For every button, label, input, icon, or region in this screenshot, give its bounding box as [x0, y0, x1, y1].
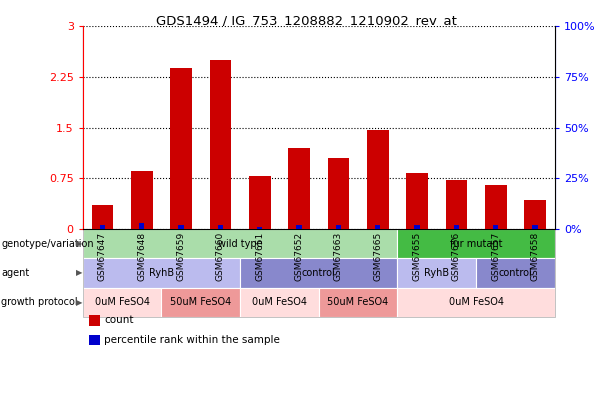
Bar — [297, 225, 302, 229]
Bar — [375, 225, 381, 229]
Text: wild type: wild type — [218, 239, 262, 249]
Text: 0uM FeSO4: 0uM FeSO4 — [252, 297, 307, 307]
Text: fur mutant: fur mutant — [450, 239, 502, 249]
Bar — [170, 68, 192, 229]
Bar — [131, 171, 153, 229]
Bar — [327, 158, 349, 229]
Text: 0uM FeSO4: 0uM FeSO4 — [94, 297, 150, 307]
Bar — [100, 225, 105, 229]
Text: ▶: ▶ — [76, 269, 82, 277]
Text: ▶: ▶ — [76, 239, 82, 248]
Bar — [533, 225, 538, 229]
Text: ▶: ▶ — [76, 298, 82, 307]
Text: control: control — [498, 268, 532, 278]
Bar — [178, 225, 184, 229]
Text: 50uM FeSO4: 50uM FeSO4 — [327, 297, 389, 307]
Bar — [493, 225, 498, 229]
Bar — [485, 185, 506, 229]
Text: GDS1494 / IG_753_1208882_1210902_rev_at: GDS1494 / IG_753_1208882_1210902_rev_at — [156, 14, 457, 27]
Bar — [336, 225, 341, 229]
Text: 0uM FeSO4: 0uM FeSO4 — [449, 297, 504, 307]
Bar — [524, 200, 546, 229]
Text: growth protocol: growth protocol — [1, 297, 78, 307]
Text: count: count — [104, 315, 134, 325]
Bar — [210, 60, 231, 229]
Text: percentile rank within the sample: percentile rank within the sample — [104, 335, 280, 345]
Bar — [218, 225, 223, 229]
Bar — [288, 148, 310, 229]
Text: genotype/variation: genotype/variation — [1, 239, 94, 249]
Bar — [249, 176, 270, 229]
Bar — [446, 180, 467, 229]
Bar — [406, 173, 428, 229]
Bar — [367, 130, 389, 229]
Bar — [414, 225, 420, 229]
Text: agent: agent — [1, 268, 29, 278]
Text: 50uM FeSO4: 50uM FeSO4 — [170, 297, 231, 307]
Bar — [139, 223, 145, 229]
Bar — [257, 227, 262, 229]
Text: RyhB: RyhB — [149, 268, 174, 278]
Bar — [454, 225, 459, 229]
Text: control: control — [302, 268, 336, 278]
Text: RyhB: RyhB — [424, 268, 449, 278]
Bar — [91, 205, 113, 229]
